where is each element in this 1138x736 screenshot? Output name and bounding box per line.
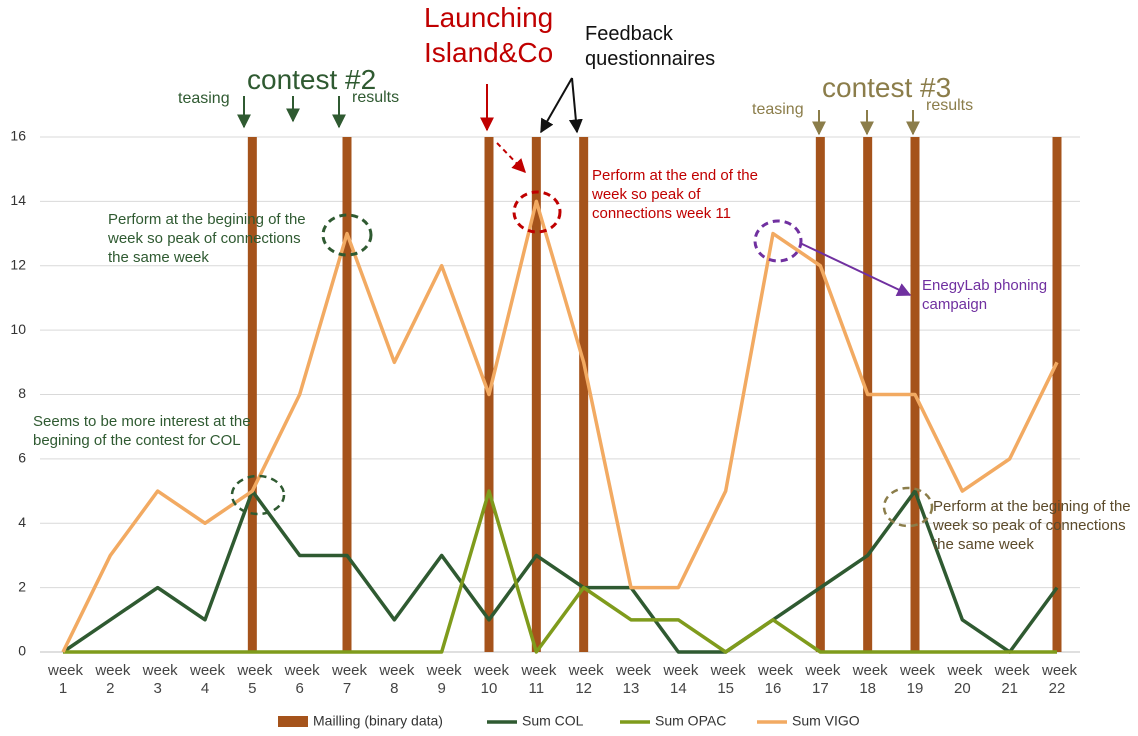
annotation: teasing — [752, 101, 804, 118]
x-tick-label: week 1 — [48, 662, 84, 697]
annotation: results — [352, 89, 400, 106]
x-tick-label: week 2 — [95, 662, 131, 697]
highlight-circle — [321, 213, 373, 257]
x-tick-label: week 10 — [474, 662, 510, 697]
annotation: Seems to be more interest at the beginin… — [33, 413, 251, 449]
highlight-circle — [230, 474, 286, 516]
bar — [1052, 137, 1062, 652]
line — [62, 489, 1059, 654]
arrow — [540, 77, 573, 134]
highlight-circle — [512, 190, 562, 234]
x-tick-label: week 3 — [142, 662, 178, 697]
legend-label: Sum OPAC — [655, 713, 726, 729]
arrow — [496, 142, 526, 174]
annotation: Feedback questionnaires — [585, 23, 716, 70]
y-tick-label: 8 — [18, 385, 26, 401]
line — [63, 489, 1057, 654]
annotation: teasing — [178, 90, 230, 107]
annotation: Launching Island&Co — [424, 2, 554, 68]
arrow — [799, 242, 912, 296]
annotation: EnegyLab phoning campaign — [922, 277, 1048, 313]
annotation: contest #3 — [822, 72, 952, 103]
highlight-circle — [882, 486, 934, 528]
annotation-shapes — [230, 77, 934, 528]
x-tick-label: week 19 — [900, 662, 936, 697]
x-tick-label: week 8 — [379, 662, 415, 697]
y-tick-label: 2 — [18, 578, 26, 594]
x-tick-label: week 7 — [332, 662, 368, 697]
bar — [579, 137, 589, 652]
y-tick-label: 16 — [10, 128, 26, 144]
legend-label: Mailling (binary data) — [313, 713, 443, 729]
legend-label: Sum VIGO — [792, 713, 860, 729]
annotation: Perform at the end of the week so peak o… — [592, 167, 758, 222]
bar — [531, 137, 541, 652]
annotation: contest #2 — [247, 64, 377, 95]
y-tick-label: 12 — [10, 256, 26, 272]
y-tick-label: 14 — [10, 192, 26, 208]
x-tick-label: week 17 — [805, 662, 841, 697]
x-tick-label: week 5 — [237, 662, 273, 697]
x-tick-label: week 21 — [994, 662, 1030, 697]
annotation: results — [926, 97, 974, 114]
x-tick-label: week 4 — [190, 662, 226, 697]
bar — [815, 137, 825, 652]
x-tick-label: week 22 — [1042, 662, 1078, 697]
y-tick-label: 10 — [10, 321, 26, 337]
line — [61, 199, 1059, 653]
x-tick-label: week 20 — [947, 662, 983, 697]
plot: 0 2 4 6 8 10 12 14 16 — [10, 128, 1080, 659]
legend-label: Sum COL — [522, 713, 584, 729]
x-tick-label: week 12 — [568, 662, 604, 697]
highlight-circle — [753, 219, 803, 263]
x-tick-label: week 14 — [663, 662, 699, 697]
annotation: Perform at the begining of the week so p… — [108, 211, 306, 266]
y-tick-label: 6 — [18, 450, 26, 466]
x-tick-label: week 9 — [426, 662, 462, 697]
y-tick-label: 4 — [18, 514, 26, 530]
legend-swatch — [278, 716, 308, 727]
arrow — [568, 77, 583, 134]
x-tick-label: week 16 — [758, 662, 794, 697]
bar — [247, 137, 257, 652]
x-tick-label: week 6 — [284, 662, 320, 697]
y-tick-label: 0 — [18, 643, 26, 659]
x-tick-label: week 11 — [521, 662, 557, 697]
x-tick-label: week 13 — [616, 662, 652, 697]
annotation: Perform at the begining of the week so p… — [933, 498, 1131, 553]
x-tick-label: week 15 — [710, 662, 746, 697]
bar — [342, 137, 352, 652]
x-tick-label: week 18 — [852, 662, 888, 697]
